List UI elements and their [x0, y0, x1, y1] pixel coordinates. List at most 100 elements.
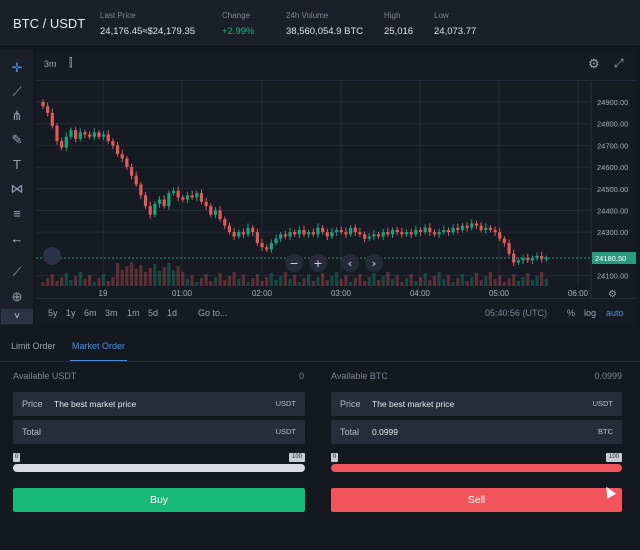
measure-icon[interactable]: ≡ — [13, 206, 21, 221]
crosshair-icon[interactable]: ✛ — [11, 60, 23, 75]
chart-canvas[interactable]: 24900.00 24800.00 24700.00 24600.00 24500.00… — [36, 81, 636, 298]
timeframe-select[interactable]: 3m — [44, 59, 57, 69]
range-5d[interactable]: 5d — [148, 308, 159, 318]
volume-bar — [241, 275, 246, 286]
text-icon[interactable]: T — [13, 157, 21, 172]
scroll-left-button[interactable] — [341, 254, 359, 272]
candle-body — [498, 232, 502, 239]
go-to-button[interactable]: Go to... — [198, 308, 228, 318]
volume-bar — [176, 266, 180, 286]
zoom-out-button[interactable] — [285, 254, 303, 272]
chevron-left-icon: ‹ — [348, 257, 352, 270]
volume-bar — [376, 280, 381, 286]
range-1y[interactable]: 1y — [66, 308, 76, 318]
ruler-icon[interactable]: ⟋ — [12, 264, 22, 279]
candle-body — [232, 232, 236, 237]
field-unit: USDT — [592, 399, 613, 408]
candle-body — [106, 134, 110, 142]
candle-body — [493, 229, 497, 233]
zoom-in-icon[interactable]: ⊕ — [11, 289, 23, 304]
price-tick-label: 24900.00 — [597, 98, 628, 107]
zoom-in-button[interactable] — [309, 254, 327, 272]
slider-max-label: 100 — [606, 453, 622, 462]
stat-value: 24,176.45≈$24,179.35 — [100, 26, 196, 37]
volume-bar — [321, 273, 325, 286]
price-chart: 3m ⫿ ⚙ ⤢ 24900.00 24800.00 24700.00 24600.0… — [36, 50, 636, 325]
range-3m[interactable]: 3m — [105, 308, 118, 318]
range-1m[interactable]: 1m — [127, 308, 140, 318]
volume-bar — [157, 271, 162, 286]
trading-pair[interactable]: BTC / USDT — [13, 16, 86, 31]
percent-toggle[interactable]: % — [567, 308, 576, 318]
volume-bar — [195, 282, 199, 286]
volume-bar — [367, 277, 371, 286]
gear-icon[interactable]: ⚙ — [588, 56, 600, 71]
candle-body — [442, 229, 446, 233]
volume-bar — [269, 273, 273, 286]
axis-settings-icon[interactable]: ⚙ — [608, 289, 617, 298]
volume-bar — [307, 274, 311, 286]
candle-body — [288, 232, 292, 237]
volume-bar — [97, 278, 101, 286]
auto-toggle[interactable]: auto — [606, 308, 624, 318]
range-6m[interactable]: 6m — [84, 308, 97, 318]
volume-bar — [185, 279, 190, 286]
volume-bar — [190, 275, 194, 286]
field-label: Total — [22, 427, 42, 437]
candle-type-icon[interactable]: ⫿ — [69, 57, 73, 69]
candle-body — [344, 232, 348, 235]
field-label: Total — [340, 427, 360, 437]
tab-market-order[interactable]: Market Order — [72, 341, 126, 351]
candle-body — [321, 227, 325, 233]
candle-body — [55, 125, 59, 142]
volume-bar — [251, 278, 255, 286]
candle-body — [316, 227, 320, 235]
pitchfork-icon[interactable]: ⋔ — [11, 108, 23, 123]
volume-bar — [446, 275, 451, 286]
scroll-right-button[interactable] — [365, 254, 383, 272]
candle-body — [293, 232, 297, 235]
volume-bar — [442, 279, 446, 286]
collapse-toolbar-button[interactable]: ˅ — [1, 309, 33, 324]
buy-total-field[interactable]: Total USDT — [13, 420, 305, 444]
range-5y[interactable]: 5y — [48, 308, 58, 318]
stat-value: +2.99% — [222, 26, 255, 37]
slider-max-label: 100 — [289, 453, 305, 462]
candle-body — [269, 242, 273, 250]
sell-total-field[interactable]: Total 0.0999 BTC — [331, 420, 622, 444]
volume-bar — [265, 277, 269, 286]
time-tick-label: 05:00 — [489, 289, 510, 298]
volume-bar — [460, 274, 465, 286]
volume-bar — [344, 275, 348, 286]
sell-amount-slider[interactable]: 0 100 — [331, 453, 622, 472]
sell-button[interactable]: Sell — [331, 488, 622, 512]
volume-bar — [139, 265, 143, 286]
stat-label: Last Price — [100, 11, 136, 20]
trend-line-icon[interactable]: ⟋ — [12, 84, 22, 99]
buy-price-field[interactable]: Price The best market price USDT — [13, 392, 305, 416]
log-toggle[interactable]: log — [584, 308, 597, 318]
volume-bar — [335, 272, 339, 286]
volume-bar — [255, 274, 259, 286]
candle-body — [507, 242, 511, 254]
volume-bar — [125, 266, 129, 286]
candle-body — [372, 234, 376, 237]
volume-bar — [143, 272, 148, 286]
tab-limit-order[interactable]: Limit Order — [11, 341, 56, 351]
pattern-icon[interactable]: ⋈ — [10, 181, 24, 196]
candle-body — [46, 106, 50, 113]
candle-body — [195, 193, 199, 198]
candle-body — [97, 132, 101, 137]
brush-icon[interactable]: ✎ — [11, 132, 23, 147]
back-arrow-icon[interactable]: ← — [10, 231, 24, 246]
candle-body — [414, 229, 418, 235]
buy-amount-slider[interactable]: 0 100 — [13, 453, 305, 472]
volume-bar — [204, 274, 208, 286]
buy-button[interactable]: Buy — [13, 488, 305, 512]
sell-price-field[interactable]: Price The best market price USDT — [331, 392, 622, 416]
candle-body — [400, 232, 404, 235]
last-price-stat: Last Price 24,176.45≈$24,179.35 — [100, 11, 195, 37]
range-1d[interactable]: 1d — [167, 308, 178, 318]
fullscreen-icon[interactable]: ⤢ — [614, 56, 624, 70]
candle-body — [544, 258, 548, 260]
